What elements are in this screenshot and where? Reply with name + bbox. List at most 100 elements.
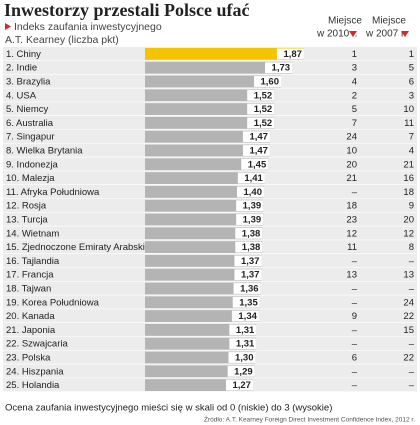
value-label: 1,47 (249, 132, 268, 143)
value-label: 1,30 (235, 353, 254, 364)
rank-2010: 6 (352, 353, 357, 364)
rank-2007: 1 (409, 49, 414, 60)
category-label: 11. Afryka Południowa (6, 187, 100, 198)
category-label: 20. Kanada (6, 311, 55, 322)
value-label: 1,35 (239, 297, 258, 308)
value-label-bg (247, 117, 275, 129)
category-label: 8. Wielka Brytania (6, 146, 83, 157)
rank-2007: 22 (403, 311, 414, 322)
rank-2010: – (352, 325, 358, 336)
rank-2007: 11 (404, 118, 414, 129)
rank-2010: 10 (346, 146, 357, 157)
category-label: 7. Singapur (6, 132, 55, 143)
value-label-bg (229, 324, 257, 336)
category-label: 23. Polska (6, 353, 51, 364)
rank-2007: 20 (403, 215, 414, 226)
value-label-bg (247, 103, 275, 115)
value-label-bg (225, 379, 253, 391)
value-label: 1,73 (272, 63, 291, 74)
rank-2010: 2 (352, 90, 357, 101)
value-label: 1,34 (238, 311, 257, 322)
value-label: 1,52 (254, 90, 273, 101)
value-label-bg (235, 241, 263, 253)
value-label-bg (229, 338, 257, 350)
value-label: 1,37 (241, 270, 260, 281)
value-label-bg (227, 365, 255, 377)
value-label: 1,31 (236, 325, 255, 336)
rank-2010: 24 (346, 132, 357, 143)
bar (145, 324, 257, 336)
rank-2010: – (352, 380, 358, 391)
category-label: 15. Zjednoczone Emiraty Arabskie (6, 242, 150, 253)
category-label: 12. Rosja (6, 201, 47, 212)
category-label: 10. Malezja (6, 173, 55, 184)
header-arrow (349, 31, 357, 37)
bar (145, 130, 270, 143)
rank-2007: – (409, 339, 415, 350)
bar (145, 213, 264, 226)
value-label-bg (234, 269, 262, 281)
rank-2010: 12 (346, 228, 357, 239)
rank-2010: – (352, 256, 358, 267)
bar (145, 144, 270, 157)
bar (145, 379, 253, 391)
rank-2007: 10 (403, 104, 414, 115)
bar (145, 75, 281, 88)
value-label: 1,37 (241, 256, 260, 267)
rank-2010: – (352, 366, 358, 377)
value-label: 1,52 (254, 118, 273, 129)
bar (145, 89, 275, 102)
rank-2010: 7 (352, 118, 357, 129)
value-label-bg (232, 296, 260, 308)
rank-2010: 4 (352, 77, 357, 88)
rank-2010: – (352, 339, 358, 350)
rank-2007: 18 (403, 187, 414, 198)
rank-2007: 15 (403, 325, 414, 336)
column-header: w 2010 r. (316, 29, 358, 40)
rank-2010: 1 (352, 49, 357, 60)
rank-2007: 12 (403, 228, 414, 239)
value-label: 1,45 (248, 159, 267, 170)
category-label: 16. Tajlandia (6, 256, 60, 267)
value-label: 1,27 (232, 380, 251, 391)
rank-2007: 16 (403, 173, 414, 184)
category-label: 14. Wietnam (6, 228, 59, 239)
bar (145, 351, 256, 364)
value-label-bg (242, 131, 270, 143)
rank-2010: 18 (346, 201, 357, 212)
header-arrow (401, 31, 409, 37)
subtitle: A.T. Kearney (liczba pkt) (5, 34, 119, 46)
value-label-bg (237, 172, 265, 184)
rank-2010: 23 (346, 215, 357, 226)
bar (145, 61, 293, 74)
value-label: 1,31 (236, 339, 255, 350)
subtitle: Indeks zaufania inwestycyjnego (14, 21, 162, 33)
value-label-bg (235, 227, 263, 239)
rank-2010: 21 (346, 173, 357, 184)
rank-2010: 20 (346, 159, 357, 170)
value-label: 1,87 (283, 49, 302, 60)
rank-2007: 3 (409, 90, 414, 101)
source: Źródło: A.T. Kearney Foreign Direct Inve… (204, 415, 415, 424)
value-label: 1,39 (243, 215, 262, 226)
category-label: 22. Szwajcaria (6, 339, 68, 350)
bar (145, 310, 259, 322)
value-label-bg (276, 48, 304, 60)
rank-2010: 13 (346, 270, 357, 281)
value-label: 1,38 (242, 242, 261, 253)
value-label: 1,47 (249, 146, 268, 157)
value-label-bg (233, 283, 261, 294)
rank-2007: 21 (403, 159, 414, 170)
value-label-bg (237, 186, 264, 198)
category-label: 17. Francja (6, 270, 54, 281)
value-label-bg (242, 145, 270, 156)
rank-2007: – (409, 380, 415, 391)
category-label: 19. Korea Południowa (6, 297, 100, 308)
category-label: 1. Chiny (6, 49, 41, 60)
value-label-bg (254, 76, 281, 87)
bar (145, 48, 304, 60)
category-label: 6. Australia (6, 118, 54, 129)
rank-2007: 7 (409, 132, 414, 143)
category-label: 13. Turcja (6, 215, 48, 226)
rank-2010: – (352, 297, 358, 308)
